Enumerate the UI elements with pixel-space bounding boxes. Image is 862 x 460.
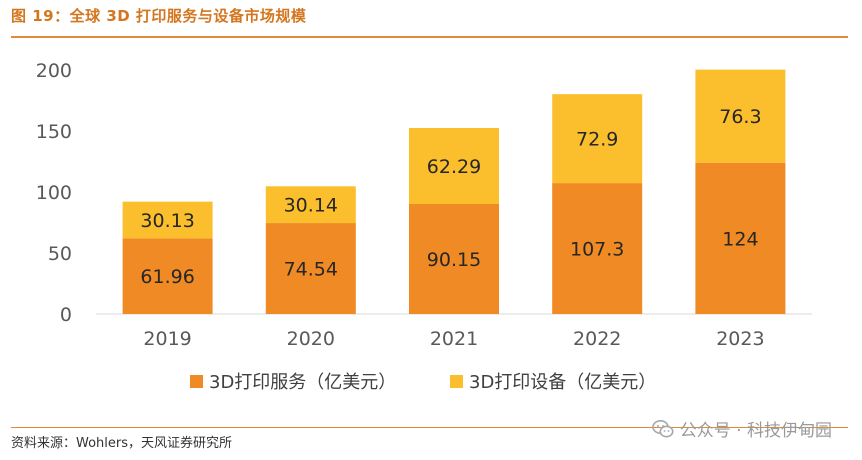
data-label-services: 124 — [722, 228, 758, 250]
data-label-services: 74.54 — [284, 259, 338, 281]
bar-services — [265, 223, 356, 314]
x-tick-label: 2023 — [716, 328, 764, 350]
x-tick-label: 2019 — [143, 328, 191, 350]
legend-swatch-equipment — [450, 375, 463, 388]
legend-label-equipment: 3D打印设备（亿美元） — [469, 372, 656, 393]
data-label-services: 61.96 — [140, 266, 194, 288]
wechat-icon — [651, 419, 674, 437]
data-label-services: 90.15 — [427, 249, 481, 271]
data-label-equipment: 30.13 — [140, 210, 194, 232]
x-tick-label: 2021 — [430, 328, 478, 350]
y-tick-label: 200 — [36, 60, 72, 82]
y-tick-label: 150 — [36, 121, 72, 143]
data-label-services: 107.3 — [570, 239, 624, 261]
bar-services — [695, 162, 786, 314]
y-tick-label: 0 — [60, 304, 72, 326]
legend-label-services: 3D打印服务（亿美元） — [209, 372, 396, 393]
bar-equipment — [552, 94, 643, 184]
data-label-equipment: 62.29 — [427, 156, 481, 178]
x-tick-label: 2020 — [287, 328, 335, 350]
title-divider — [11, 36, 848, 38]
data-label-equipment: 76.3 — [719, 106, 761, 128]
x-tick-label: 2022 — [573, 328, 621, 350]
bar-services — [409, 204, 499, 314]
data-label-equipment: 30.14 — [284, 195, 338, 217]
bar-equipment — [122, 201, 213, 239]
legend-swatch-services — [190, 375, 203, 388]
watermark-text: 公众号 · 科技伊甸园 — [679, 421, 832, 441]
y-tick-label: 50 — [48, 243, 72, 265]
bar-equipment — [695, 69, 786, 163]
figure-title: 图 19：全球 3D 打印服务与设备市场规模 — [11, 7, 307, 25]
bar-equipment — [409, 128, 499, 205]
bar-services — [552, 183, 643, 314]
data-label-equipment: 72.9 — [576, 129, 618, 151]
footer-divider — [11, 427, 848, 428]
y-tick-label: 100 — [36, 182, 72, 204]
watermark: 公众号 · 科技伊甸园 — [651, 416, 832, 441]
source-note: 资料来源：Wohlers，天风证券研究所 — [11, 436, 233, 451]
bar-equipment — [265, 186, 356, 224]
bar-services — [122, 238, 213, 314]
stacked-bar-chart: 0 50 100 150 200 61.96 30.13 2019 74.54 30.14 2020… — [36, 60, 812, 393]
